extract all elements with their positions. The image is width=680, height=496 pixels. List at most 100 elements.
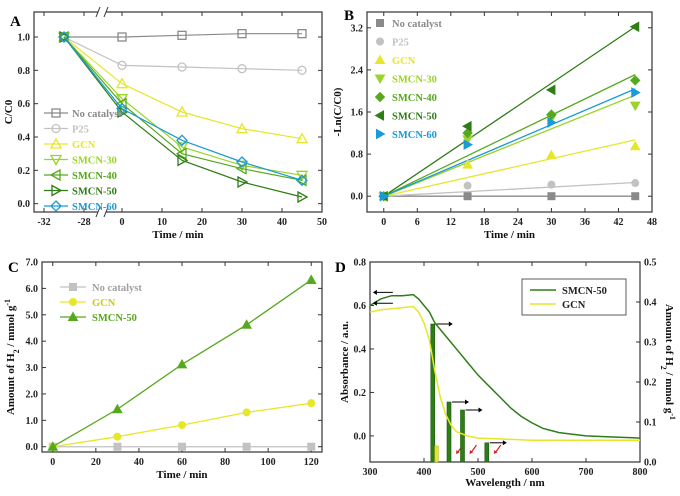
x-tick-label: 30 [546,217,556,228]
legend-marker [49,168,61,182]
data-point [463,181,472,190]
y-axis-label-sub: 2 [12,349,21,353]
y-tick-label: 0.8 [351,150,364,161]
legend-marker [376,19,384,27]
series-line-no-catalyst [64,33,302,38]
red-arrow-icon [471,444,477,453]
legend-label: SMCN-50 [72,187,117,198]
panel-d: 300 400 500 600 700 8000.00.20.40.60.80.00.10… [335,258,678,490]
fit-line [383,94,636,197]
red-arrow-head-icon [456,450,460,454]
legend-label: SMCN-30 [392,75,437,86]
legend-label: SMCN-40 [392,93,437,104]
bar-smcn-50 [460,409,465,463]
axis-break-mark [103,206,109,218]
data-point [295,174,307,187]
y-tick-label: 1.0 [18,33,31,44]
y-tick-label: 0.8 [18,66,31,77]
data-point [178,421,186,430]
legend-label: SMCN-30 [72,156,117,167]
data-point [235,160,249,172]
panel-c: 0 20 40 60 80 100 120 0.0 1.0 2.0 3.0 4.0 5.0 6.0 7.0 T… [3,258,323,481]
data-point [629,101,641,112]
x-tick-label: 50 [317,217,327,228]
legend-marker [69,283,77,291]
y-axis-label-sup: -1 [3,299,12,306]
legend-label: SMCN-50 [392,112,437,123]
legend-label: P25 [392,38,409,49]
x-axis-label: Time / min [156,469,207,481]
y2-tick-label: 0.2 [644,378,657,389]
series-line-gcn [63,36,303,140]
y-tick-label: 2.0 [26,389,39,400]
legend-marker [374,91,386,103]
x-tick-label: 600 [525,467,540,478]
legend-marker [51,123,61,134]
bar-smcn-50 [446,401,452,463]
data-point [631,192,640,201]
series-line-smcn-60 [63,36,303,181]
legend: SMCN-50 GCN [521,278,627,316]
data-point [175,147,187,160]
x-tick-label: 100 [261,457,276,468]
x-tick-label: 6 [415,217,420,228]
y-tick-label: 0.4 [354,344,367,355]
data-point [629,21,640,33]
red-arrow-head-icon [469,450,473,454]
y-axis-label-part: / mmol g [5,305,17,349]
legend-label: P25 [72,125,89,136]
data-point [631,87,641,98]
data-point [237,175,249,189]
x-tick-label: 120 [304,457,319,468]
y2-tick-label: 0.1 [644,418,657,429]
y-tick-label: 5.0 [26,310,39,321]
data-point [47,441,59,451]
y2-tick-label: 0.5 [644,258,657,269]
x-tick-label: 800 [633,467,648,478]
x-tick-label: 40 [134,457,144,468]
data-point [629,140,641,151]
x-tick-label: 300 [363,467,378,478]
data-point [545,84,556,96]
data-point [462,120,472,132]
panel-letter-c: C [8,260,19,276]
panel-letter-d: D [335,260,346,276]
x-tick-label: 0 [120,217,125,228]
y-tick-label: 7.0 [26,258,39,269]
series-line-p25 [63,36,303,71]
data-point [237,64,247,74]
legend-marker [49,154,63,166]
legend-marker [374,74,386,85]
x-tick-label: 0 [50,457,55,468]
fit-line [383,181,636,197]
arrow-head-icon [372,300,377,306]
data-point [242,408,251,417]
bar-smcn-50 [484,442,490,463]
data-point [237,29,247,39]
y-tick-label: 0.6 [18,99,31,110]
axis-break-mark [103,6,109,18]
plot-frame [33,11,323,213]
x-tick-label: 80 [220,457,230,468]
fit-line [383,74,636,197]
y-tick-label: 0.6 [354,301,367,312]
legend-marker [374,54,386,64]
data-point [241,319,252,329]
legend-box [521,278,627,316]
y-tick-label: 0.0 [26,442,39,453]
y-tick-label: 2.4 [351,65,364,76]
x-tick-label: -32 [37,217,50,228]
x-tick-label: 500 [471,467,486,478]
y-axis-label: Amount of H2 / mmol g-1 [3,299,21,415]
data-point [305,274,317,284]
data-point [116,102,128,115]
y-tick-label: 0.0 [351,192,364,203]
x-tick-label: 20 [91,457,101,468]
data-point [463,139,474,150]
data-point [297,29,307,39]
data-point [175,142,189,154]
data-point [176,134,188,147]
data-point [112,403,123,414]
x-tick-label: 12 [446,217,456,228]
legend-label: No catalyst [72,109,122,120]
